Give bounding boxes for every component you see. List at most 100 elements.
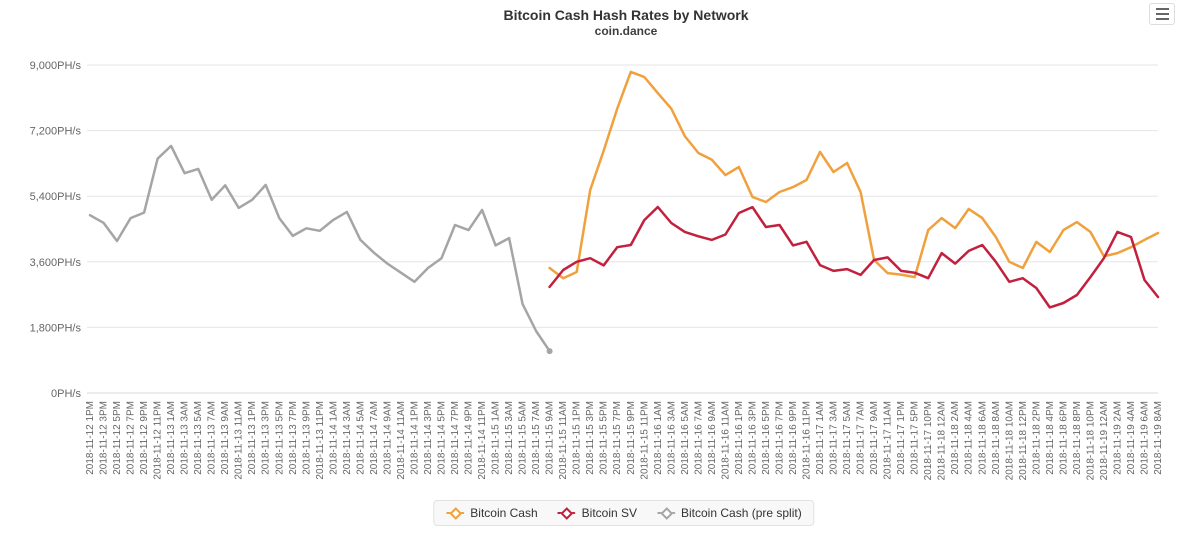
x-axis-tick-label: 2018-11-16 7AM [693,401,704,475]
x-axis-tick-label: 2018-11-18 6AM [977,401,988,475]
x-axis-tick-label: 2018-11-13 7AM [207,401,218,475]
x-axis-tick-label: 2018-11-18 12PM [1018,401,1029,480]
hamburger-bar [1155,13,1169,15]
series-line-bitcoin-sv[interactable] [548,205,1160,309]
x-axis-tick-label: 2018-11-16 9AM [707,401,718,475]
x-axis-tick-label: 2018-11-15 7AM [531,401,542,475]
x-axis-tick-label: 2018-11-19 2AM [1112,401,1123,475]
x-axis-tick-label: 2018-11-12 9PM [139,401,150,475]
x-axis-tick-label: 2018-11-16 5AM [680,401,691,475]
x-axis-tick-label: 2018-11-14 3PM [423,401,434,475]
bitcoin-sv-series-marker-icon [557,507,576,520]
x-axis-tick-label: 2018-11-17 3AM [829,401,840,475]
y-axis-tick-label: 5,400PH/s [30,191,82,203]
x-axis-tick-label: 2018-11-14 5PM [436,401,447,475]
x-axis-tick-label: 2018-11-19 8AM [1153,401,1164,475]
legend-label: Bitcoin Cash [470,506,538,520]
x-axis-tick-label: 2018-11-16 5PM [761,401,772,475]
x-axis-tick-label: 2018-11-16 3PM [747,401,758,475]
x-axis-tick-label: 2018-11-13 9PM [301,401,312,475]
x-axis-tick-label: 2018-11-18 12AM [937,401,948,480]
x-axis-tick-label: 2018-11-12 11PM [153,401,164,480]
x-axis-tick-label: 2018-11-14 7AM [369,401,380,475]
x-axis-tick-label: 2018-11-18 8PM [1072,401,1083,475]
x-axis-tick-label: 2018-11-16 3AM [666,401,677,475]
x-axis-tick-label: 2018-11-15 9AM [545,401,556,475]
x-axis-tick-label: 2018-11-16 7PM [774,401,785,475]
x-axis-tick-label: 2018-11-18 2AM [950,401,961,475]
x-axis-tick-label: 2018-11-16 1AM [653,401,664,475]
x-axis-tick-label: 2018-11-15 11PM [639,401,650,480]
x-axis-tick-label: 2018-11-15 5PM [599,401,610,475]
x-axis-tick-label: 2018-11-14 9AM [382,401,393,475]
x-axis-tick-label: 2018-11-12 3PM [99,401,110,475]
x-axis-tick-label: 2018-11-16 1PM [734,401,745,475]
x-axis-tick-label: 2018-11-13 5AM [193,401,204,475]
x-axis-tick-label: 2018-11-18 8AM [991,401,1002,475]
x-axis-tick-label: 2018-11-18 4AM [964,401,975,475]
x-axis-tick-label: 2018-11-17 10PM [923,401,934,480]
x-axis-tick-label: 2018-11-17 5AM [842,401,853,475]
x-axis-tick-label: 2018-11-12 5PM [112,401,123,475]
y-axis-tick-label: 0PH/s [51,388,81,400]
series-end-marker [546,348,553,355]
x-axis-tick-label: 2018-11-14 1PM [409,401,420,475]
x-axis-tick-label: 2018-11-17 1AM [815,401,826,475]
x-axis-tick-label: 2018-11-17 7AM [856,401,867,475]
bitcoin-cash-series-marker-icon [446,507,465,520]
x-axis-tick-label: 2018-11-13 9AM [220,401,231,475]
y-axis-tick-label: 7,200PH/s [30,126,82,138]
legend-item-bitcoin-cash-pre-split[interactable]: Bitcoin Cash (pre split) [657,506,802,520]
x-axis-tick-label: 2018-11-18 10PM [1085,401,1096,480]
hamburger-menu-icon [1155,8,1169,20]
x-axis-tick-label: 2018-11-15 1AM [491,401,502,475]
x-axis-tick-label: 2018-11-15 9PM [626,401,637,475]
x-axis-tick-label: 2018-11-13 1AM [166,401,177,475]
x-axis-tick-label: 2018-11-17 11AM [883,401,894,480]
x-axis-tick-label: 2018-11-15 11AM [558,401,569,480]
x-axis-tick-label: 2018-11-13 11AM [234,401,245,480]
x-axis-tick-label: 2018-11-14 9PM [464,401,475,475]
x-axis-tick-label: 2018-11-13 3AM [180,401,191,475]
x-axis-tick-label: 2018-11-17 9AM [869,401,880,475]
series-line-bitcoin-cash-pre-split[interactable] [88,144,551,353]
series-line-bitcoin-cash[interactable] [548,70,1160,280]
x-axis-tick-label: 2018-11-13 5PM [274,401,285,475]
x-axis-tick-label: 2018-11-17 5PM [910,401,921,475]
x-axis-tick-label: 2018-11-14 7PM [450,401,461,475]
x-axis-tick-label: 2018-11-15 3AM [504,401,515,475]
bitcoin-cash-pre-split-series-marker-icon [657,507,676,520]
legend-label: Bitcoin SV [581,506,638,520]
x-axis-tick-label: 2018-11-15 5AM [518,401,529,475]
x-axis-tick-label: 2018-11-14 3AM [342,401,353,475]
x-axis-tick-label: 2018-11-19 4AM [1126,401,1137,475]
hamburger-bar [1155,8,1169,10]
x-axis-tick-label: 2018-11-12 7PM [126,401,137,475]
x-axis-tick-label: 2018-11-15 1PM [572,401,583,475]
y-axis-tick-label: 9,000PH/s [30,60,82,72]
x-axis-tick-label: 2018-11-12 1PM [85,401,96,475]
x-axis-tick-label: 2018-11-13 11PM [315,401,326,480]
x-axis-tick-label: 2018-11-13 7PM [288,401,299,475]
x-axis-tick-label: 2018-11-17 1PM [896,401,907,475]
x-axis-tick-label: 2018-11-15 7PM [612,401,623,475]
x-axis-tick-label: 2018-11-14 1AM [328,401,339,475]
x-axis-tick-label: 2018-11-19 6AM [1139,401,1150,475]
x-axis-tick-label: 2018-11-18 6PM [1058,401,1069,475]
legend: Bitcoin Cash Bitcoin SV Bitcoin Cash (pr… [433,500,815,526]
legend-item-bitcoin-sv[interactable]: Bitcoin SV [557,506,638,520]
legend-item-bitcoin-cash[interactable]: Bitcoin Cash [446,506,538,520]
x-axis-tick-label: 2018-11-14 11PM [477,401,488,480]
x-axis-tick-label: 2018-11-18 2PM [1031,401,1042,475]
x-axis-tick-label: 2018-11-15 3PM [585,401,596,475]
x-axis-tick-label: 2018-11-13 3PM [261,401,272,475]
x-axis-tick-label: 2018-11-18 4PM [1045,401,1056,475]
hamburger-bar [1155,18,1169,20]
x-axis-tick-label: 2018-11-16 11PM [802,401,813,480]
y-axis-tick-label: 1,800PH/s [30,322,82,334]
x-axis-tick-label: 2018-11-16 11AM [720,401,731,480]
x-axis-tick-label: 2018-11-14 5AM [355,401,366,475]
x-axis-tick-label: 2018-11-14 11AM [396,401,407,480]
context-menu-button[interactable] [1149,3,1175,25]
